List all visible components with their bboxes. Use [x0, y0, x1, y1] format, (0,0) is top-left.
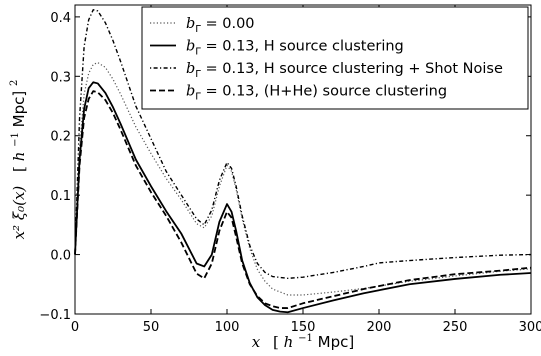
legend-var: b — [186, 84, 195, 100]
x-tick-label: 300 — [519, 320, 541, 335]
legend-rest: = 0.00 — [201, 16, 255, 32]
legend-var: b — [186, 16, 195, 32]
x-tick-label: 100 — [215, 320, 240, 335]
legend-label-3: bΓ = 0.13, H source clustering + Shot No… — [186, 61, 503, 80]
y-tick-label: 0.1 — [50, 189, 71, 204]
y-axis-unit-power: 2 — [9, 80, 20, 86]
y-axis-label: x² ξ₀(x) [ h −1 Mpc] 2 — [4, 80, 28, 240]
legend-label-4: bΓ = 0.13, (H+He) source clustering — [186, 84, 447, 103]
legend-rest: = 0.13, H source clustering + Shot Noise — [201, 61, 503, 77]
y-axis-unit-open: [ — [10, 166, 28, 172]
y-axis-unit-rest: Mpc] — [10, 91, 28, 128]
y-tick-label: −0.1 — [39, 308, 71, 323]
x-tick-label: 50 — [143, 320, 160, 335]
y-tick-label: 0.3 — [50, 70, 71, 85]
x-axis-label: x [ h −1 Mpc] — [252, 327, 354, 351]
legend-rest: = 0.13, H source clustering — [201, 39, 404, 55]
legend-rest: = 0.13, (H+He) source clustering — [201, 84, 447, 100]
y-axis-unit-exp: −1 — [10, 132, 21, 147]
legend-var: b — [186, 39, 195, 55]
x-axis-unit-exp: −1 — [298, 333, 313, 344]
series-line-1 — [74, 62, 532, 296]
legend-sub: Γ — [195, 24, 201, 35]
y-tick-label: 0.4 — [50, 11, 71, 26]
legend-sub: Γ — [195, 69, 201, 80]
x-tick-label: 250 — [443, 320, 468, 335]
legend-label-1: bΓ = 0.00 — [186, 16, 255, 35]
y-tick-label: 0.2 — [50, 130, 71, 145]
legend-box — [141, 6, 529, 110]
legend-sub: Γ — [195, 92, 201, 103]
series-layer — [74, 9, 532, 314]
x-axis-unit-rest: Mpc] — [318, 333, 355, 351]
x-axis-unit-open: [ — [273, 333, 279, 351]
series-line-4 — [74, 90, 532, 309]
series-line-2 — [74, 81, 532, 314]
x-tick-label: 200 — [367, 320, 392, 335]
y-axis-unit-h: h — [10, 152, 28, 162]
ticks-layer: 0 50 100 150 200 250 300 −0.1 0.0 0.1 0.2 0.3 0.4 — [39, 5, 541, 335]
legend-var: b — [186, 61, 195, 77]
x-tick-label: 150 — [291, 320, 316, 335]
x-axis-var: x — [252, 333, 261, 351]
x-axis-unit-h: h — [284, 333, 294, 351]
y-axis-math: x² ξ₀(x) — [10, 186, 28, 240]
x-tick-label: 0 — [71, 320, 79, 335]
axes-frame — [74, 4, 532, 315]
legend-label-2: bΓ = 0.13, H source clustering — [186, 39, 404, 58]
y-tick-label: 0.0 — [50, 249, 71, 264]
legend-sub: Γ — [195, 47, 201, 58]
